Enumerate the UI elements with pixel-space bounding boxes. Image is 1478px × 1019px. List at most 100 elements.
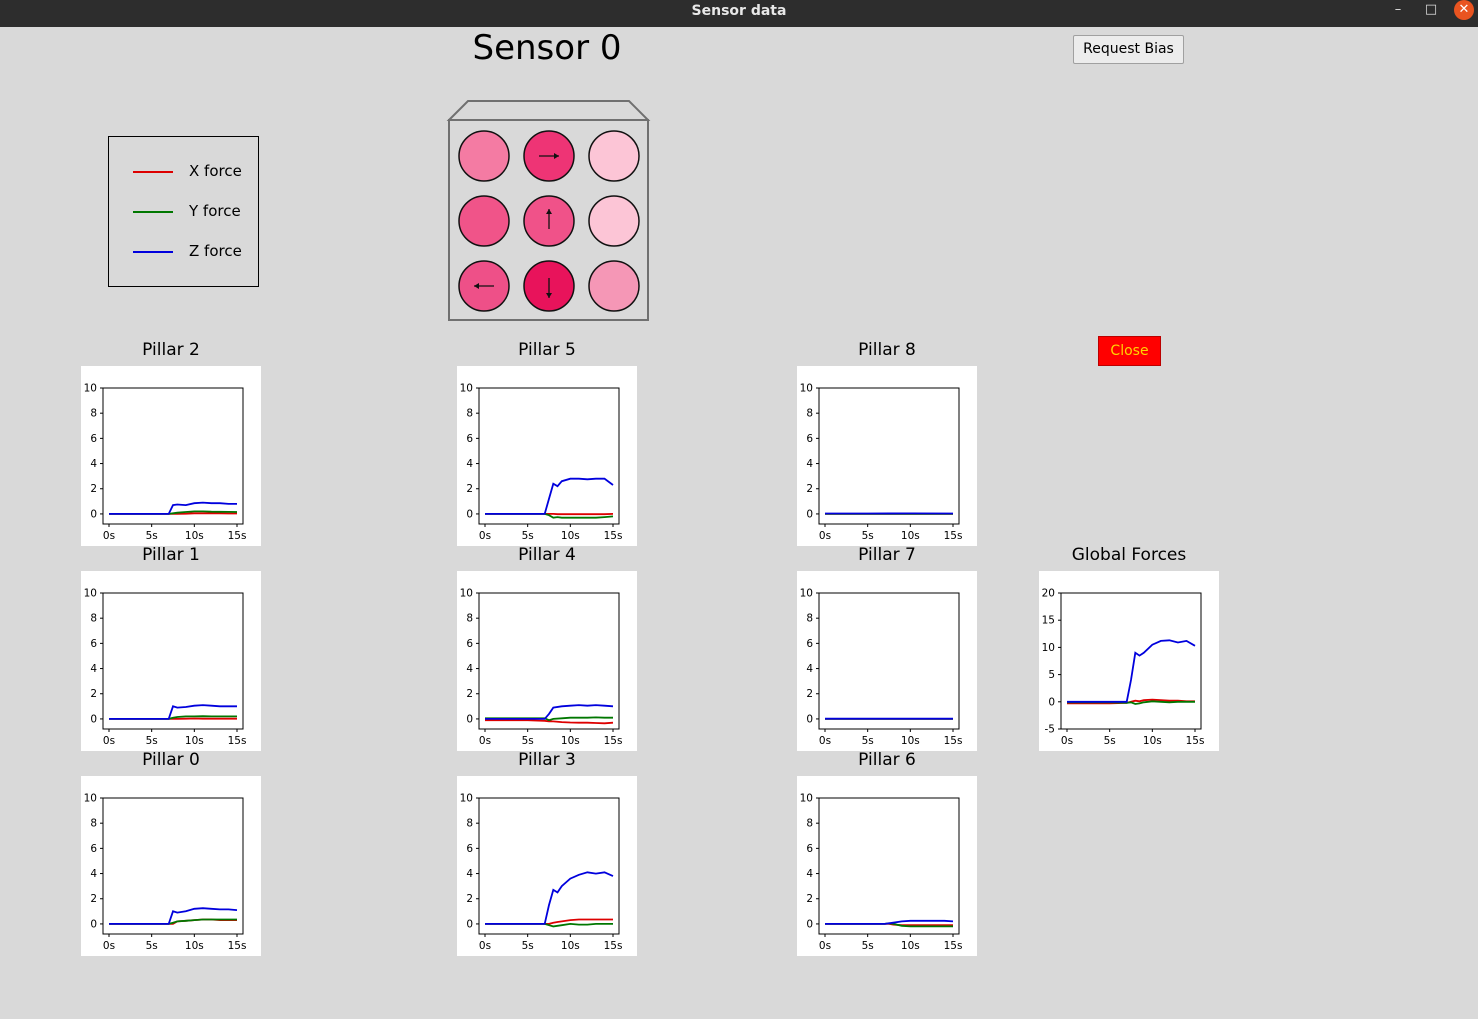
window-title: Sensor data — [691, 3, 787, 19]
y-tick-label: 4 — [466, 458, 473, 470]
x-tick-label: 10s — [561, 530, 580, 542]
y-tick-label: 10 — [460, 383, 473, 395]
arrow-head-icon — [474, 283, 479, 289]
x-tick-label: 5s — [522, 530, 534, 542]
plot-axes — [818, 592, 960, 730]
pillar-8-plot: 0 2 4 6 8 10 0s 5s 10s 15s — [797, 366, 977, 546]
y-tick-label: 0 — [466, 918, 473, 930]
close-window-icon[interactable]: ✕ — [1454, 0, 1474, 20]
x-tick-label: 15s — [944, 735, 963, 747]
y-tick-label: 10 — [800, 588, 813, 600]
y-tick-label: 6 — [466, 843, 473, 855]
y-tick-label: 2 — [466, 688, 473, 700]
y-tick-label: 8 — [90, 818, 97, 830]
legend-label-z: Z force — [189, 242, 242, 260]
x-tick-label: 15s — [604, 735, 623, 747]
z-force-line — [109, 704, 237, 720]
y-tick-label: 6 — [90, 433, 97, 445]
x-tick-label: 5s — [522, 940, 534, 952]
x-tick-label: 5s — [522, 735, 534, 747]
z-force-line — [485, 477, 614, 515]
maximize-icon[interactable]: □ — [1424, 2, 1438, 17]
x-tick-label: 10s — [185, 735, 204, 747]
pillar-cell — [588, 195, 640, 247]
z-force-line — [825, 919, 954, 925]
y-tick-label: 8 — [806, 408, 813, 420]
minimize-icon[interactable]: – — [1394, 2, 1402, 17]
y-tick-label: 6 — [466, 638, 473, 650]
x-tick-label: 10s — [561, 735, 580, 747]
y-tick-label: 0 — [1048, 696, 1055, 708]
x-tick-label: 0s — [103, 940, 115, 952]
y-tick-label: 4 — [90, 458, 97, 470]
x-tick-label: 0s — [479, 530, 491, 542]
x-tick-label: 5s — [862, 735, 874, 747]
x-tick-label: 5s — [146, 530, 158, 542]
y-tick-label: 4 — [90, 868, 97, 880]
y-tick-label: 20 — [1042, 588, 1055, 600]
y-tick-label: 2 — [90, 893, 97, 905]
pillar-1-plot: 0 2 4 6 8 10 0s 5s 10s 15s — [81, 571, 261, 751]
y-tick-label: 0 — [90, 918, 97, 930]
legend-line-x — [133, 171, 173, 173]
close-button[interactable]: Close — [1098, 336, 1161, 366]
plot-axes — [1060, 592, 1202, 730]
pillar-6-plot: 0 2 4 6 8 10 0s 5s 10s 15s — [797, 776, 977, 956]
pillar-cell — [458, 195, 510, 247]
plot-axes — [478, 797, 620, 935]
y-tick-label: 0 — [466, 713, 473, 725]
y-tick-label: 10 — [460, 588, 473, 600]
y-tick-label: 10 — [460, 793, 473, 805]
request-bias-button[interactable]: Request Bias — [1073, 35, 1184, 64]
x-tick-label: 0s — [103, 530, 115, 542]
y-tick-label: 4 — [466, 663, 473, 675]
plot-axes — [102, 387, 244, 525]
sensor-title: Sensor 0 — [472, 28, 622, 68]
pillar-0-title: Pillar 0 — [142, 750, 200, 770]
x-tick-label: 5s — [146, 940, 158, 952]
pillar-cell — [458, 130, 510, 182]
pillar-8-title: Pillar 8 — [858, 340, 916, 360]
x-tick-label: 0s — [103, 735, 115, 747]
y-tick-label: 10 — [84, 793, 97, 805]
y-tick-label: 10 — [1042, 642, 1055, 654]
y-tick-label: 6 — [806, 843, 813, 855]
x-tick-label: 15s — [228, 735, 247, 747]
y-tick-label: 4 — [806, 663, 813, 675]
legend-label-x: X force — [189, 162, 242, 180]
y-tick-label: 0 — [806, 713, 813, 725]
pillar-5-title: Pillar 5 — [518, 340, 576, 360]
arrow-head-icon — [554, 153, 559, 159]
pillar-4-title: Pillar 4 — [518, 545, 576, 565]
global-forces-plot: -5 0 5 10 15 20 0s 5s 10s 15s — [1039, 571, 1219, 751]
y-tick-label: 0 — [90, 508, 97, 520]
y-tick-label: 2 — [466, 483, 473, 495]
x-tick-label: 10s — [1143, 735, 1162, 747]
plot-axes — [818, 797, 960, 935]
legend-line-y — [133, 211, 173, 213]
x-tick-label: 15s — [604, 530, 623, 542]
pillar-grid — [440, 96, 660, 330]
y-tick-label: 8 — [466, 818, 473, 830]
sensor-housing-top — [446, 100, 651, 121]
x-tick-label: 15s — [228, 940, 247, 952]
x-tick-label: 0s — [1061, 735, 1073, 747]
x-tick-label: 15s — [604, 940, 623, 952]
y-tick-label: 6 — [466, 433, 473, 445]
x-tick-label: 15s — [1186, 735, 1205, 747]
y-tick-label: 4 — [806, 458, 813, 470]
z-force-line — [1067, 639, 1196, 703]
y-tick-label: 8 — [466, 613, 473, 625]
y-tick-label: 5 — [1048, 669, 1055, 681]
y-force-line — [1067, 700, 1195, 705]
y-tick-label: 2 — [90, 483, 97, 495]
y-tick-label: 6 — [806, 638, 813, 650]
y-tick-label: 0 — [90, 713, 97, 725]
pillar-3-title: Pillar 3 — [518, 750, 576, 770]
pillar-3-plot: 0 2 4 6 8 10 0s 5s 10s 15s — [457, 776, 637, 956]
y-tick-label: 0 — [466, 508, 473, 520]
x-tick-label: 15s — [944, 940, 963, 952]
pillar-2-title: Pillar 2 — [142, 340, 200, 360]
legend-line-z — [133, 251, 173, 253]
pillar-cell — [588, 130, 640, 182]
